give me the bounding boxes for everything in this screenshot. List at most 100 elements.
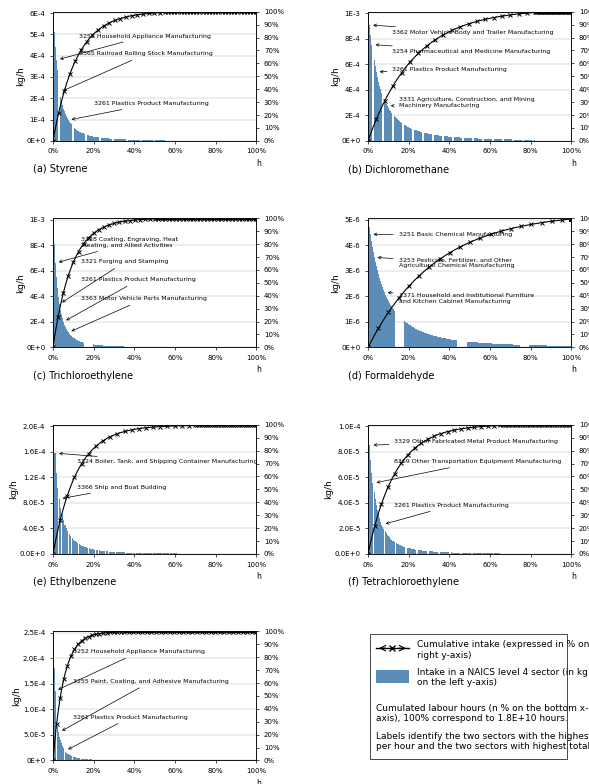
Text: (e) Ethylbenzene: (e) Ethylbenzene [32,577,116,587]
Bar [92,136,93,141]
Bar [96,137,97,141]
Y-axis label: kg/h: kg/h [324,480,333,499]
Bar [376,267,377,347]
Bar [474,138,475,141]
Bar [420,331,421,347]
Bar [382,527,383,554]
Bar [459,553,461,554]
Bar [405,547,406,554]
Bar [506,140,507,141]
Bar [423,550,424,554]
Bar [422,550,423,554]
Bar [98,550,100,554]
Bar [70,755,71,760]
Bar [102,138,103,141]
Bar [117,139,118,141]
Bar [79,132,80,141]
Bar [85,135,87,141]
Bar [530,345,531,347]
Bar [66,528,67,554]
Bar [415,550,416,554]
Bar [515,345,517,347]
Bar [458,553,459,554]
Bar [424,551,425,554]
Bar [66,116,67,141]
Bar [498,140,499,141]
Bar [110,552,111,554]
Bar [103,551,104,554]
Bar [455,340,456,347]
Bar [74,339,75,347]
Bar [485,343,486,347]
Bar [470,138,471,141]
Bar [457,553,458,554]
Bar [59,92,60,141]
Bar [85,343,87,347]
Bar [421,550,422,554]
Bar [389,303,391,347]
Bar [67,118,68,141]
Bar [448,136,449,141]
Bar [79,758,80,760]
Bar [406,548,408,554]
Bar [67,331,68,347]
Bar [65,327,66,347]
Bar [377,270,378,347]
Y-axis label: kg/h: kg/h [9,480,18,499]
Bar [77,758,78,760]
Bar [459,137,460,141]
Bar [451,553,452,554]
Bar [431,134,432,141]
Bar [63,108,64,141]
Bar [476,139,477,141]
Bar [426,333,427,347]
Bar [84,343,85,347]
Bar [78,758,79,760]
Bar [398,121,399,141]
Bar [490,139,491,141]
Bar [459,341,461,347]
Bar [383,99,385,141]
Bar [397,119,398,141]
Bar [550,346,551,347]
Bar [378,274,379,347]
Bar [397,543,398,554]
Bar [430,551,431,554]
Bar [522,140,524,141]
Bar [435,552,436,554]
Bar [496,139,497,141]
Bar [380,521,381,554]
Bar [378,514,379,554]
Bar [70,123,71,141]
Text: (b) Dichloromethane: (b) Dichloromethane [348,164,449,174]
Bar [469,138,470,141]
Bar [145,553,147,554]
Text: Labels identify the two sectors with the highest intake
per hour and the two sec: Labels identify the two sectors with the… [376,732,589,752]
Bar [472,553,474,554]
Bar [73,539,74,554]
Bar [458,137,459,141]
Bar [422,332,423,347]
Bar [503,344,504,347]
Bar [525,140,526,141]
Bar [448,339,449,347]
Text: 8369 Other Transportation Equipment Manufacturing: 8369 Other Transportation Equipment Manu… [377,459,562,483]
Bar [538,345,539,347]
Bar [419,331,420,347]
Bar [439,337,440,347]
Bar [88,136,89,141]
Bar [501,140,502,141]
Bar [521,345,522,347]
Bar [467,553,468,554]
Bar [456,340,457,347]
Bar [556,346,557,347]
Bar [442,552,443,554]
Bar [504,344,505,347]
Bar [369,25,370,141]
Bar [403,321,405,347]
Bar [99,137,100,141]
Bar [90,344,91,347]
Bar [130,553,131,554]
Bar [498,344,499,347]
Bar [387,106,388,141]
